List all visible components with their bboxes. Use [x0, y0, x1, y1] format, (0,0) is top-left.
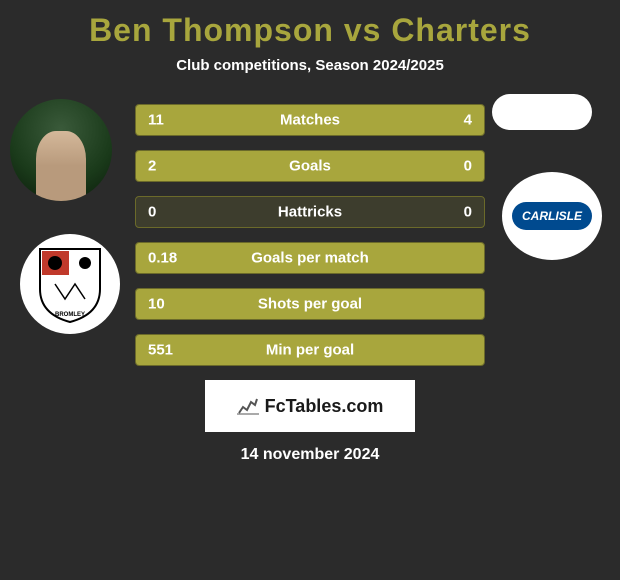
stat-label: Hattricks: [278, 204, 342, 221]
stat-label: Goals: [289, 158, 331, 175]
stat-label: Goals per match: [251, 250, 369, 267]
player-club-badge: BROMLEY: [20, 234, 120, 334]
stat-value-left: 10: [148, 296, 165, 313]
header: Ben Thompson vs Charters Club competitio…: [0, 0, 620, 74]
footer-logo: FcTables.com: [205, 380, 415, 432]
stats-container: 11 4 Matches 2 0 Goals 0 0 Hattricks 0.18 Goals pe…: [135, 104, 485, 366]
page-subtitle: Club competitions, Season 2024/2025: [0, 57, 620, 74]
stat-label: Min per goal: [266, 342, 354, 359]
fctables-text: FcTables.com: [265, 396, 384, 417]
stat-value-left: 2: [148, 158, 156, 175]
stat-value-right: 4: [464, 112, 472, 129]
stat-value-right: 0: [464, 158, 472, 175]
carlisle-logo: CARLISLE: [512, 202, 592, 230]
opponent-photo: [492, 94, 592, 130]
stat-row: 10 Shots per goal: [135, 288, 485, 320]
stat-label: Shots per goal: [258, 296, 362, 313]
stat-value-right: 0: [464, 204, 472, 221]
stat-row: 0 0 Hattricks: [135, 196, 485, 228]
stat-row: 2 0 Goals: [135, 150, 485, 182]
opponent-club-badge: CARLISLE: [502, 172, 602, 260]
footer-date: 14 november 2024: [0, 446, 620, 464]
stat-row: 11 4 Matches: [135, 104, 485, 136]
page-title: Ben Thompson vs Charters: [0, 12, 620, 49]
content-area: BROMLEY CARLISLE 11 4 Matches 2 0 Goals 0 0 Hatt…: [0, 104, 620, 366]
stat-row: 0.18 Goals per match: [135, 242, 485, 274]
stat-row: 551 Min per goal: [135, 334, 485, 366]
stat-value-left: 11: [148, 112, 164, 129]
svg-text:BROMLEY: BROMLEY: [55, 312, 85, 318]
fctables-icon: [237, 397, 259, 415]
stat-value-left: 0: [148, 204, 156, 221]
stat-value-left: 551: [148, 342, 173, 359]
stat-value-left: 0.18: [148, 250, 177, 267]
player-photo: [10, 99, 112, 201]
stat-label: Matches: [280, 112, 340, 129]
